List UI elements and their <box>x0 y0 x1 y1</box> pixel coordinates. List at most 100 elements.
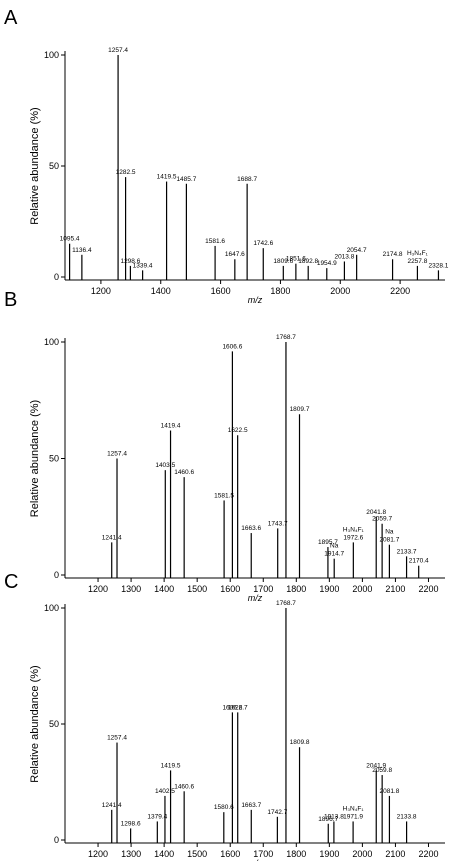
panel-label: B <box>4 289 17 311</box>
peak-label: 1241.4 <box>102 802 122 809</box>
peak-label: 1622.7 <box>228 704 248 711</box>
peak-label: 2041.8 <box>366 509 386 516</box>
peak-label: 1914.7 <box>324 551 344 558</box>
panel-label: A <box>4 7 18 29</box>
x-tick-label: 1300 <box>121 584 141 594</box>
x-tick-label: 1900 <box>319 849 339 859</box>
peak-label: 1257.4 <box>107 735 127 742</box>
peak-label: 1298.6 <box>121 820 141 827</box>
peak-label: 1298.6 <box>120 258 140 265</box>
panel: 0 50 100 1200 1300 1400 1500 1600 1700 1800 1900 20… <box>4 289 445 603</box>
x-axis-label: m/z <box>248 295 263 305</box>
peak-label: 1971.9 <box>343 813 363 820</box>
annotation: H₃N₄F₁ <box>343 526 365 533</box>
y-tick-label: 100 <box>44 603 59 613</box>
x-tick-label: 2000 <box>330 286 350 296</box>
peak-label: 1402.5 <box>155 788 175 795</box>
x-tick-label: 2200 <box>390 286 410 296</box>
y-axis-label: Relative abundance (%) <box>29 665 41 782</box>
peak-label: 2133.7 <box>397 548 417 555</box>
peak-label: 1460.6 <box>174 469 194 476</box>
peak-label: 1742.6 <box>253 240 273 247</box>
peak-label: 1257.4 <box>107 451 127 458</box>
peak-label: 1606.6 <box>222 343 242 350</box>
peak-label: 1485.7 <box>176 176 196 183</box>
peak-label: 1896.7 <box>318 816 338 823</box>
y-tick-label: 0 <box>54 835 59 845</box>
x-tick-label: 2000 <box>352 849 372 859</box>
peak-label: 1257.4 <box>108 47 128 54</box>
x-tick-label: 1400 <box>154 849 174 859</box>
peak-label: 1581.6 <box>205 238 225 245</box>
x-tick-label: 1800 <box>270 286 290 296</box>
x-tick-label: 1600 <box>220 849 240 859</box>
x-tick-label: 1600 <box>220 584 240 594</box>
peak-label: 1892.8 <box>298 258 318 265</box>
peak-label: 1606.6 <box>222 704 242 711</box>
peak-label: 1768.7 <box>276 600 296 607</box>
peak-label: 1095.4 <box>60 236 80 243</box>
y-axis-label: Relative abundance (%) <box>29 107 41 224</box>
y-tick-label: 50 <box>49 454 59 464</box>
x-tick-label: 1200 <box>88 584 108 594</box>
peak-label: 2054.7 <box>347 247 367 254</box>
annotation: H₃N₄F₁ <box>407 250 429 257</box>
peak-label: 1581.5 <box>214 492 234 499</box>
x-tick-label: 1200 <box>91 286 111 296</box>
x-tick-label: 1700 <box>253 584 273 594</box>
x-tick-label: 2200 <box>418 584 438 594</box>
peak-label: 1647.6 <box>225 251 245 258</box>
peak-label: 1895.7 <box>318 539 338 546</box>
peak-label: 2059.8 <box>372 767 392 774</box>
y-tick-label: 50 <box>49 161 59 171</box>
x-tick-label: 1200 <box>88 849 108 859</box>
x-tick-label: 1600 <box>211 286 231 296</box>
peak-label: 1419.5 <box>157 174 177 181</box>
peak-label: 1809.8 <box>290 739 310 746</box>
peak-label: 1688.7 <box>237 176 257 183</box>
y-tick-label: 0 <box>54 272 59 282</box>
peak-label: 2133.8 <box>397 813 417 820</box>
annotation: Na <box>385 529 394 536</box>
peak-label: 1913.8 <box>324 813 344 820</box>
panel-label: C <box>4 571 18 593</box>
x-tick-label: 2100 <box>385 584 405 594</box>
peak-label: 2059.7 <box>372 516 392 523</box>
y-tick-label: 0 <box>54 570 59 580</box>
peak-label: 1241.4 <box>102 534 122 541</box>
peak-label: 1663.7 <box>241 802 261 809</box>
peak-label: 1768.7 <box>276 334 296 341</box>
peak-label: 1972.6 <box>343 534 363 541</box>
annotation: Na <box>330 543 339 550</box>
peak-label: 1622.5 <box>228 427 248 434</box>
peak-label: 1954.9 <box>317 260 337 267</box>
y-axis-label: Relative abundance (%) <box>29 400 41 517</box>
x-axis-label: m/z <box>248 593 263 603</box>
x-tick-label: 1500 <box>187 584 207 594</box>
x-tick-label: 1300 <box>121 849 141 859</box>
y-tick-label: 100 <box>44 50 59 60</box>
peak-label: 1339.4 <box>133 262 153 269</box>
annotation: H₃N₄F₁ <box>343 805 365 812</box>
peak-label: 2013.8 <box>334 253 354 260</box>
y-tick-label: 50 <box>49 719 59 729</box>
x-tick-label: 2000 <box>352 584 372 594</box>
peak-label: 1419.5 <box>161 762 181 769</box>
peak-label: 1403.5 <box>155 462 175 469</box>
x-axis-label: m/z <box>248 858 263 861</box>
peak-label: 1809.7 <box>290 406 310 413</box>
x-tick-label: 2100 <box>385 849 405 859</box>
panel: 0 50 100 1200 1400 1600 1800 2000 2200 m/z Relativ… <box>4 7 449 305</box>
peak-label: 1136.4 <box>72 247 92 254</box>
panel: 0 50 100 1200 1300 1400 1500 1600 1700 1800 1900 20… <box>4 571 445 861</box>
x-tick-label: 1400 <box>154 584 174 594</box>
peak-label: 2081.8 <box>379 788 399 795</box>
peak-label: 2041.9 <box>366 762 386 769</box>
x-tick-label: 1700 <box>253 849 273 859</box>
peak-label: 1851.6 <box>286 256 306 263</box>
x-tick-label: 1900 <box>319 584 339 594</box>
peak-label: 1742.7 <box>267 809 287 816</box>
peak-label: 1419.4 <box>161 423 181 430</box>
x-tick-label: 1400 <box>151 286 171 296</box>
